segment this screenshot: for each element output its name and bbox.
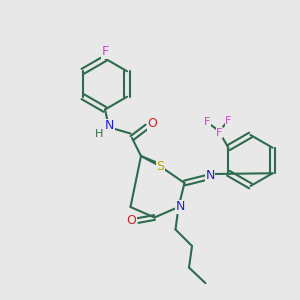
Text: F: F [216, 128, 223, 138]
Text: F: F [204, 117, 211, 127]
Text: O: O [127, 214, 136, 227]
Text: O: O [148, 117, 157, 130]
Text: F: F [101, 45, 109, 58]
Text: N: N [175, 200, 185, 214]
Text: N: N [205, 169, 215, 182]
Text: S: S [157, 160, 164, 173]
Text: N: N [105, 119, 114, 133]
Text: H: H [95, 129, 103, 140]
Text: F: F [225, 116, 232, 126]
